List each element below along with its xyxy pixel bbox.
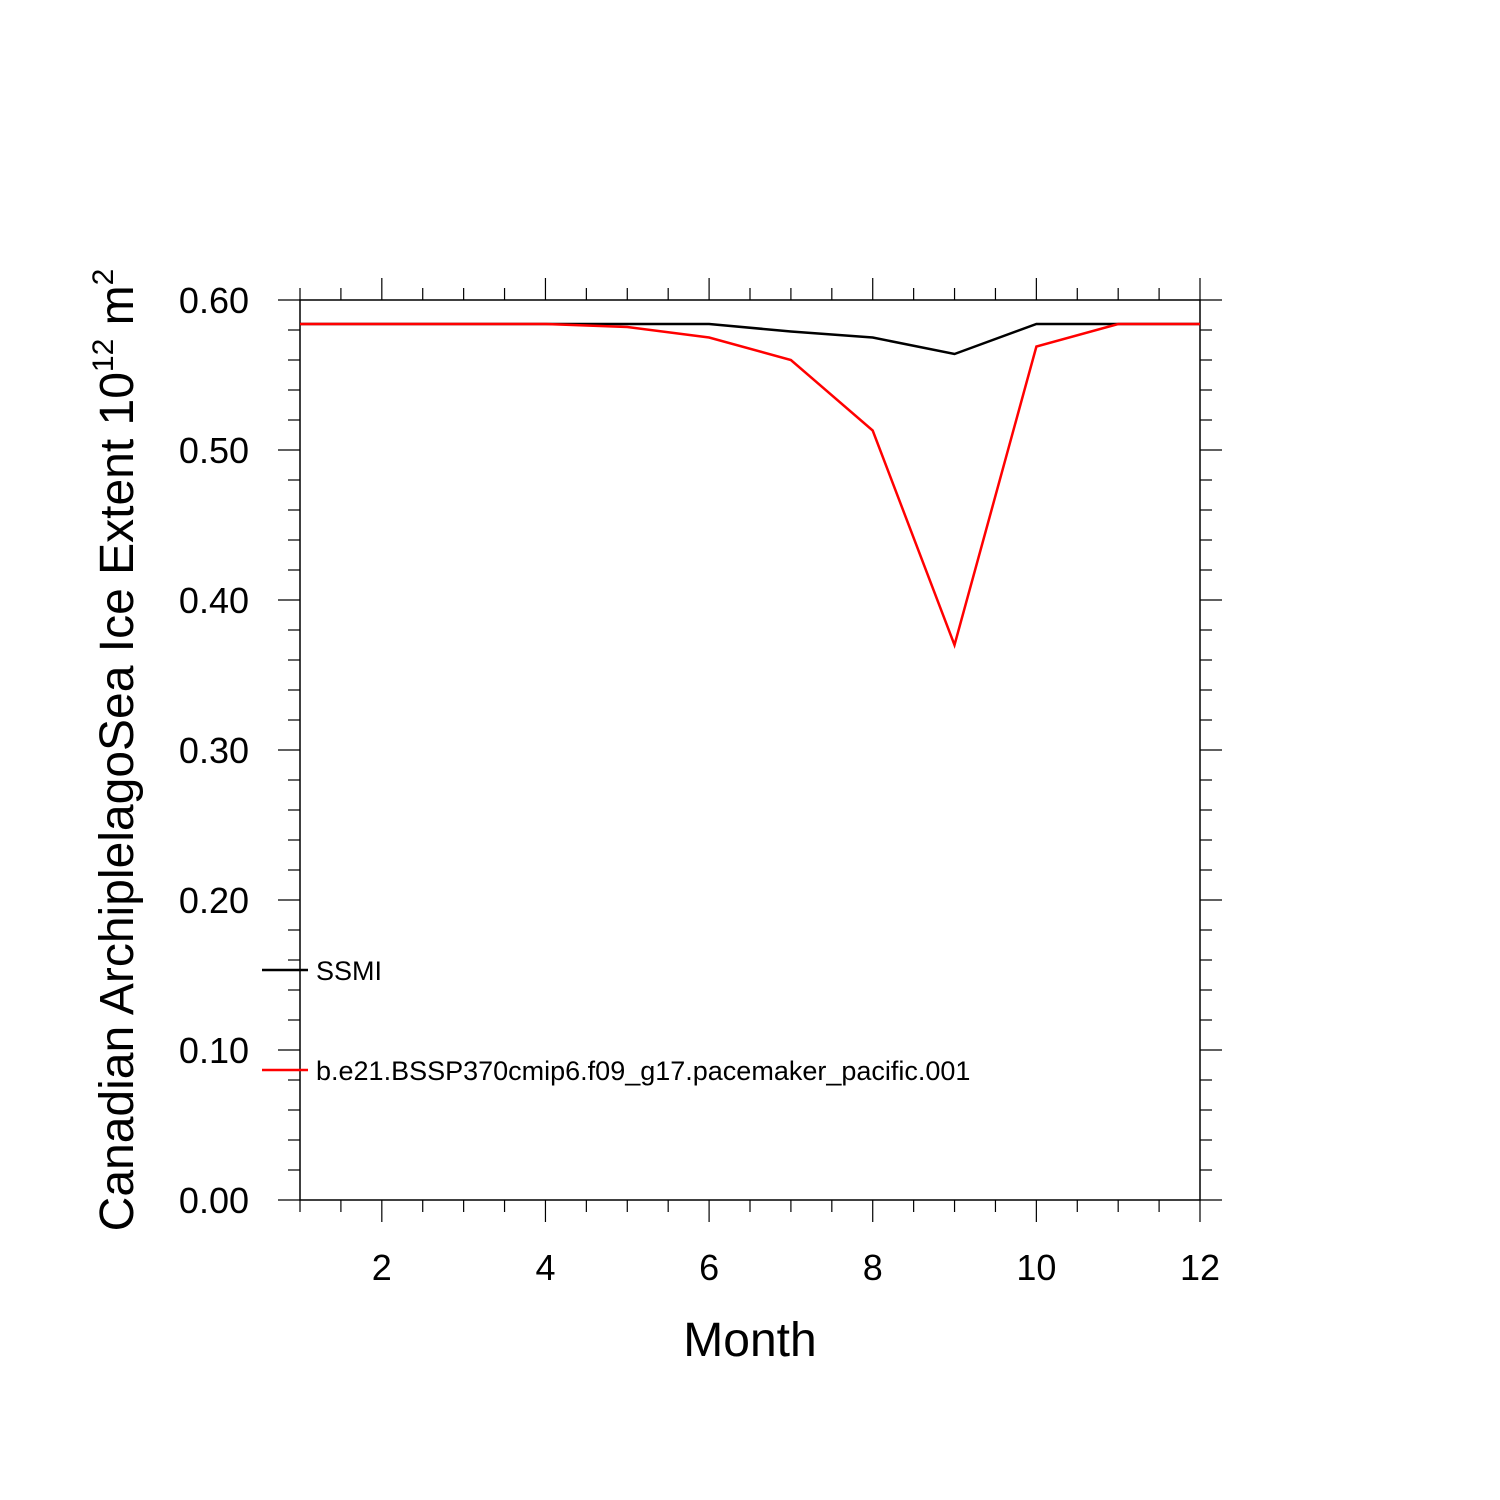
x-tick-label: 4 [535,1247,555,1288]
y-axis-title-unit-exponent: 2 [87,269,120,286]
y-tick-label: 0.20 [179,880,249,921]
y-tick-label: 0.40 [179,580,249,621]
y-tick-label: 0.00 [179,1180,249,1221]
major-ticks [278,278,1222,1222]
y-axis-title-text: Canadian ArchiplelagoSea Ice Extent 10 [91,372,144,1231]
legend-label: SSMI [316,956,382,986]
x-tick-label: 6 [699,1247,719,1288]
y-tick-label: 0.50 [179,430,249,471]
x-tick-label: 2 [372,1247,392,1288]
x-tick-label: 10 [1016,1247,1056,1288]
y-axis-title-unit: m [91,285,144,338]
x-axis-title: Month [683,1314,816,1367]
plot-frame [299,299,1201,1201]
legend-label: b.e21.BSSP370cmip6.f09_g17.pacemaker_pac… [316,1056,970,1086]
x-tick-label: 12 [1180,1247,1220,1288]
y-tick-label: 0.10 [179,1030,249,1071]
series-lines [300,322,1200,650]
y-axis-title-exponent: 12 [87,339,120,372]
y-tick-label: 0.30 [179,730,249,771]
minor-ticks [288,288,1212,1212]
legend: SSMI b.e21.BSSP370cmip6.f09_g17.pacemaker… [262,956,970,1086]
y-axis-title: Canadian ArchiplelagoSea Ice Extent 1012… [87,269,144,1232]
x-tick-label: 8 [863,1247,883,1288]
tick-labels: 2 4 6 8 10 12 0.00 0.10 0.20 0.30 0.40 0.50 0.60 [179,280,1220,1288]
y-tick-label: 0.60 [179,280,249,321]
series-line-pacemaker [300,322,1200,650]
